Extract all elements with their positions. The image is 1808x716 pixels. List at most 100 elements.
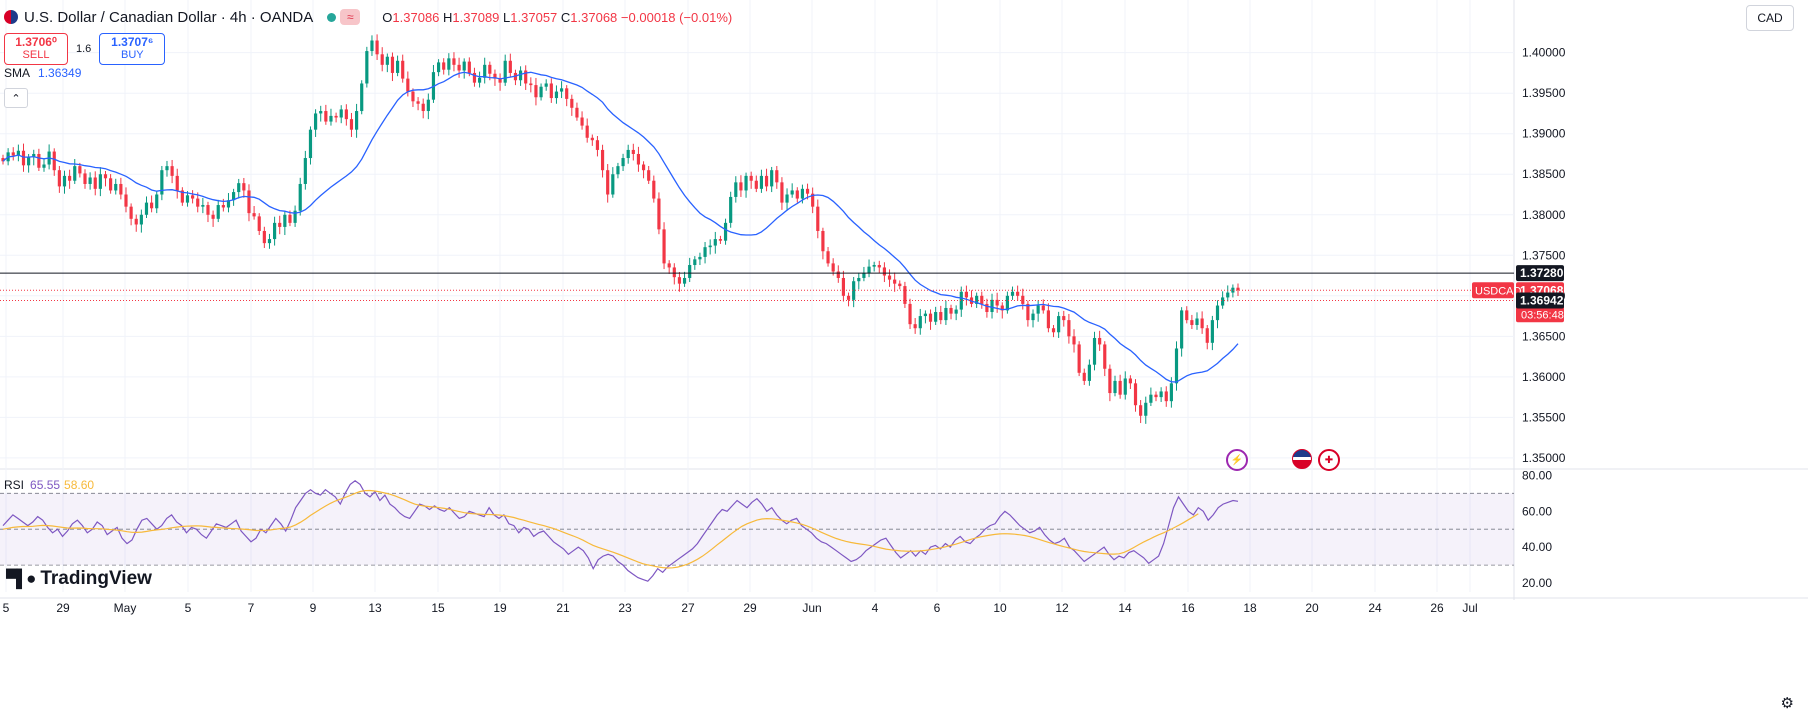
change-value: −0.00018 (−0.01%) [620, 9, 733, 25]
candle-body [1103, 344, 1107, 369]
candle-body [621, 158, 625, 167]
candle-body [503, 60, 507, 83]
rsi-label: RSI [4, 478, 25, 492]
candle-body [1067, 320, 1071, 337]
candle-body [1139, 405, 1143, 416]
sma-legend[interactable]: SMA 1.36349 [4, 66, 81, 80]
time-tick-label: 18 [1243, 601, 1257, 615]
candle-body [682, 277, 687, 284]
candle-body [852, 281, 856, 300]
time-tick-label: 12 [1055, 601, 1069, 615]
candle-body [447, 58, 451, 70]
candle-body [139, 214, 143, 225]
candle-body [954, 309, 958, 314]
candle-body [73, 166, 77, 181]
candle-body [877, 265, 881, 268]
candle-body [975, 295, 979, 304]
candle-body [160, 170, 164, 195]
price-tick-label: 1.38500 [1522, 167, 1566, 181]
event-canada-flag-icon[interactable]: ✚ [1318, 449, 1340, 471]
candle-body [1077, 344, 1081, 373]
candle-body [872, 265, 876, 267]
candle-body [1051, 328, 1056, 333]
rsi-tick-label: 40.00 [1522, 540, 1552, 554]
tradingview-logo[interactable]: ▀▌● TradingView [6, 568, 152, 590]
sma-label: SMA [4, 66, 31, 80]
wave-icon[interactable]: ≈ [340, 9, 361, 25]
open-value: 1.37086 [392, 9, 440, 25]
sell-price: 1.3706⁰ [15, 35, 57, 49]
ohlc-values: O1.37086 H1.37089 L1.37057 C1.37068 −0.0… [382, 9, 733, 25]
candle-body [795, 190, 799, 199]
event-lightning-icon[interactable]: ⚡ [1226, 449, 1248, 471]
candle-body [283, 214, 287, 227]
price-tick-label: 1.35500 [1522, 410, 1566, 424]
candle-body [498, 78, 502, 83]
candle-body [549, 83, 553, 99]
candle-body [764, 175, 769, 187]
candle-body [201, 205, 205, 207]
candle-body [739, 182, 743, 191]
candle-body [1087, 364, 1091, 381]
candle-body [995, 299, 999, 306]
candle-body [718, 239, 723, 241]
symbol-title[interactable]: U.S. Dollar / Canadian Dollar · 4h · OAN… [24, 8, 314, 26]
candle-body [1072, 336, 1076, 345]
candle-body [211, 214, 215, 219]
time-tick-label: Jul [1462, 601, 1477, 615]
buy-button[interactable]: 1.3707⁶ BUY [99, 33, 166, 65]
candle-body [324, 111, 328, 122]
candle-body [252, 213, 256, 217]
sell-button[interactable]: 1.3706⁰ SELL [4, 33, 68, 65]
candle-body [421, 103, 425, 112]
high-price-label: 1.37280 [1520, 266, 1564, 280]
candle-body [939, 312, 943, 321]
event-us-flag-icon[interactable] [1292, 449, 1312, 469]
candle-body [98, 174, 102, 189]
candle-body [1082, 372, 1086, 381]
collapse-legend-button[interactable]: ⌃ [4, 88, 28, 108]
candle-body [401, 60, 405, 79]
candle-body [109, 178, 113, 191]
candle-body [226, 200, 231, 208]
candle-body [1016, 291, 1020, 296]
candle-body [928, 313, 933, 322]
candle-body [1169, 383, 1173, 402]
candle-body [298, 183, 302, 211]
time-tick-label: May [114, 601, 137, 615]
candle-body [267, 239, 272, 244]
candle-body [21, 150, 26, 166]
candle-body [913, 324, 917, 329]
market-status[interactable]: ≈ [327, 9, 361, 25]
candle-body [124, 194, 128, 207]
candle-body [1046, 310, 1050, 329]
candle-body [749, 175, 753, 181]
candle-body [985, 303, 989, 313]
candle-body [534, 85, 538, 98]
candle-body [344, 109, 348, 120]
candle-body [88, 177, 92, 184]
candle-body [780, 182, 784, 203]
candle-body [411, 91, 415, 102]
candle-body [1036, 305, 1040, 314]
candle-body [600, 149, 605, 171]
rsi-tick-label: 20.00 [1522, 576, 1552, 590]
currency-button[interactable]: CAD [1746, 5, 1794, 31]
candle-body [134, 218, 138, 225]
axis-settings-icon[interactable]: ⚙ [1780, 695, 1794, 712]
candle-body [636, 153, 641, 165]
candle-body [662, 229, 666, 264]
candle-body [898, 283, 902, 287]
candle-body [16, 150, 20, 156]
candle-body [155, 194, 159, 209]
market-open-icon[interactable] [327, 12, 337, 22]
candle-body [841, 277, 846, 296]
rsi-legend[interactable]: RSI 65.55 58.60 [4, 478, 94, 492]
candle-body [114, 183, 118, 191]
candle-body [1031, 313, 1035, 321]
candle-body [329, 115, 333, 122]
time-tick-label: 19 [493, 601, 507, 615]
candle-body [723, 222, 728, 241]
candle-body [68, 175, 72, 181]
